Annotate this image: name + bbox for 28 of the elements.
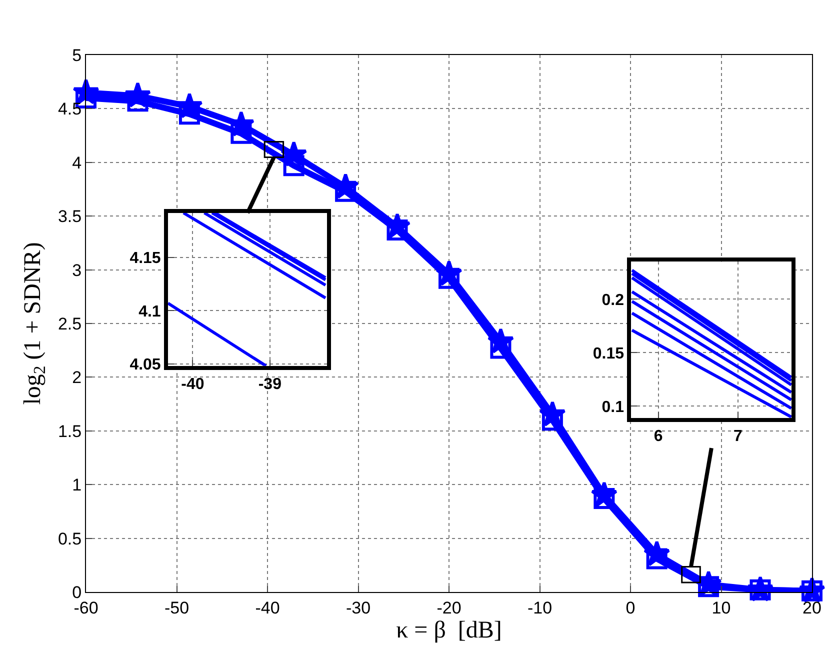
- y-tick-label: 4: [72, 153, 82, 172]
- y-tick-label: 0.1: [602, 398, 624, 416]
- y-tick-label: 4.15: [130, 250, 161, 268]
- y-tick-label: 5: [72, 46, 82, 65]
- x-tick-label: -50: [164, 598, 190, 618]
- y-tick-label: 0.5: [58, 529, 82, 548]
- y-tick-label: 2.5: [58, 314, 82, 334]
- y-tick-label: 4.1: [138, 303, 161, 320]
- y-tick-label: 0.2: [602, 292, 624, 309]
- x-tick-label: 7: [733, 428, 742, 446]
- x-tick-label: -30: [346, 598, 371, 618]
- y-tick-label: 3.5: [58, 207, 82, 226]
- x-tick-label: 10: [712, 598, 731, 618]
- y-tick-label: 4.05: [130, 356, 161, 374]
- x-tick-label: -40: [255, 598, 280, 618]
- x-tick-label: -39: [258, 376, 282, 394]
- x-tick-label: 6: [654, 428, 663, 446]
- y-tick-label: 1: [72, 476, 82, 495]
- x-tick-label: 20: [802, 598, 822, 618]
- x-tick-label: -10: [527, 598, 552, 618]
- y-tick-label: 4.5: [58, 100, 82, 119]
- y-tick-label: 3: [72, 260, 82, 280]
- x-tick-label: -20: [436, 598, 462, 618]
- y-tick-label: 2: [72, 368, 82, 388]
- x-tick-label: -40: [181, 376, 204, 394]
- x-axis-title: κ = β [dB]: [396, 618, 502, 644]
- y-tick-label: 0.15: [592, 345, 624, 362]
- y-tick-label: 1.5: [58, 422, 82, 441]
